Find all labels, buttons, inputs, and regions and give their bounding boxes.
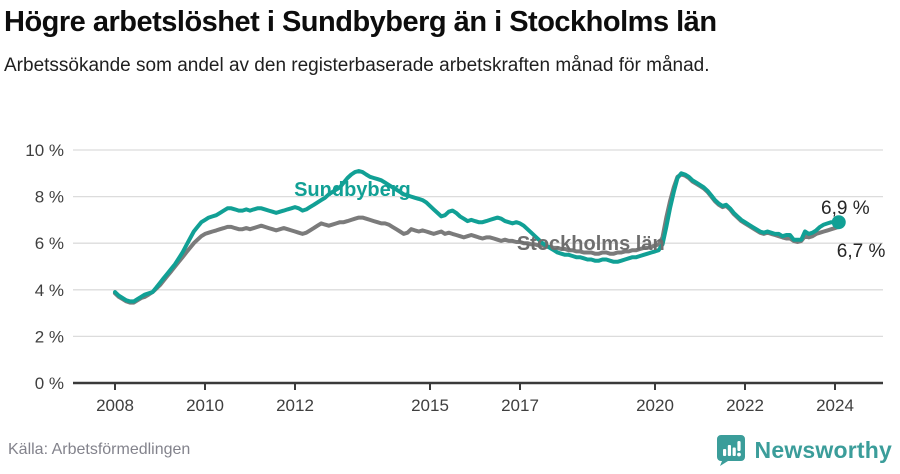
- y-tick-label: 0 %: [35, 374, 64, 393]
- footer: Källa: Arbetsförmedlingen Newsworthy: [0, 434, 900, 474]
- chart-header: Högre arbetslöshet i Sundbyberg än i Sto…: [0, 0, 900, 80]
- x-tick-label: 2017: [501, 396, 539, 415]
- sundbyberg-line: [113, 169, 841, 304]
- sundbyberg-end-value-label: 6,9 %: [821, 198, 870, 219]
- y-tick-label: 2 %: [35, 327, 64, 346]
- stockholms-l-n-line: [113, 172, 841, 305]
- source-note: Källa: Arbetsförmedlingen: [8, 441, 191, 458]
- x-tick-label: 2010: [186, 396, 224, 415]
- x-tick-label: 2020: [636, 396, 674, 415]
- x-tick-label: 2022: [726, 396, 764, 415]
- y-tick-label: 6 %: [35, 234, 64, 253]
- stockholm-end-value-label: 6,7 %: [837, 241, 886, 262]
- sundbyberg-series-label: Sundbyberg: [294, 179, 411, 201]
- page-subtitle: Arbetssökande som andel av den registerb…: [4, 55, 710, 77]
- y-tick-label: 8 %: [35, 188, 64, 207]
- bar-chart-speech-bubble-icon: [716, 435, 745, 466]
- x-tick-label: 2012: [276, 396, 314, 415]
- brand-name: Newsworthy: [754, 436, 892, 463]
- stockholm-series-label: Stockholms län: [517, 233, 665, 255]
- y-tick-label: 10 %: [25, 141, 64, 160]
- chart-area: 0 % 2 % 4 % 6 % 8 % 10 % 2008 2010 2012 2015 2017 2…: [0, 130, 900, 442]
- page-title: Högre arbetslöshet i Sundbyberg än i Sto…: [4, 6, 717, 38]
- y-tick-label: 4 %: [35, 281, 64, 300]
- unemployment-chart: 0 % 2 % 4 % 6 % 8 % 10 % 2008 2010 2012 2015 2017 2…: [25, 141, 886, 415]
- x-tick-label: 2008: [96, 396, 134, 415]
- series-end-dot: [831, 215, 846, 230]
- newsworthy-logo: Newsworthy: [716, 434, 892, 466]
- x-tick-label: 2015: [411, 396, 449, 415]
- x-tick-label: 2024: [816, 396, 854, 415]
